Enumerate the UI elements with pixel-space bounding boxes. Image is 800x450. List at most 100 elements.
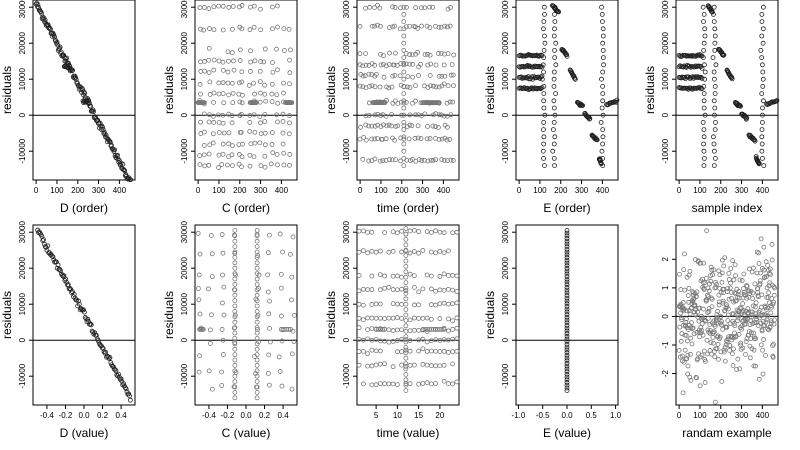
data-point: [407, 338, 413, 343]
data-point: [287, 57, 292, 63]
data-point: [742, 313, 748, 319]
data-point: [360, 228, 366, 234]
data-point: [357, 62, 363, 68]
data-point: [239, 164, 244, 170]
data-point: [564, 361, 570, 366]
data-point: [764, 313, 770, 319]
data-point: [381, 74, 387, 80]
data-point: [365, 250, 371, 256]
data-point: [220, 352, 226, 357]
plot-frame: [194, 0, 298, 181]
data-point: [367, 4, 373, 10]
data-point: [436, 137, 442, 142]
data-point: [454, 289, 460, 294]
data-point: [382, 100, 388, 105]
data-point: [377, 381, 383, 387]
data-point: [407, 381, 413, 387]
data-point: [601, 62, 606, 68]
data-point: [696, 52, 702, 58]
data-point: [91, 109, 96, 115]
data-point: [401, 105, 407, 111]
data-point: [232, 254, 238, 260]
data-point: [263, 98, 269, 104]
x-tick-label: 400: [756, 411, 770, 420]
y-tick-label: -10000: [180, 138, 189, 163]
data-point: [721, 347, 727, 353]
data-point: [553, 40, 559, 46]
data-point: [424, 380, 430, 386]
data-point: [216, 130, 222, 135]
data-point: [703, 318, 709, 324]
data-point: [757, 281, 763, 287]
data-point: [447, 99, 453, 105]
data-point: [394, 273, 400, 279]
data-point: [445, 381, 451, 387]
data-point: [679, 317, 685, 323]
data-point: [373, 249, 379, 255]
data-point: [714, 346, 720, 352]
data-point: [540, 62, 546, 68]
data-point: [236, 80, 242, 86]
data-point: [550, 127, 556, 133]
data-point: [82, 309, 87, 315]
data-point: [733, 273, 738, 279]
data-point: [454, 325, 460, 331]
data-point: [552, 19, 558, 25]
data-point: [102, 350, 108, 356]
data-point: [551, 84, 557, 89]
data-point: [760, 69, 766, 75]
data-point: [760, 26, 766, 32]
data-point: [363, 51, 368, 56]
data-point: [270, 69, 276, 75]
data-point: [759, 134, 765, 140]
data-point: [766, 290, 772, 296]
data-point: [734, 367, 739, 372]
data-point: [369, 363, 375, 369]
data-point: [759, 328, 765, 334]
data-point: [389, 112, 395, 117]
data-point: [768, 320, 774, 326]
data-point: [266, 382, 272, 388]
data-point: [239, 26, 245, 32]
x-axis-label: sample index: [692, 201, 763, 215]
data-point: [206, 162, 212, 168]
y-tick-label: 1: [661, 285, 670, 290]
data-point: [690, 325, 696, 331]
data-point: [403, 99, 409, 105]
data-point: [366, 71, 372, 77]
x-tick-label: 100: [374, 186, 388, 195]
y-tick-label: -10000: [661, 138, 670, 163]
data-point: [420, 315, 426, 321]
data-point: [36, 5, 41, 10]
data-point: [220, 250, 226, 256]
data-point: [394, 301, 400, 307]
data-point: [232, 314, 238, 320]
data-point: [201, 143, 207, 148]
data-point: [725, 286, 731, 291]
data-point: [254, 244, 260, 250]
data-point: [598, 161, 604, 167]
x-tick-label: 400: [596, 186, 610, 195]
data-point: [262, 112, 268, 117]
data-point: [701, 306, 706, 312]
data-point: [254, 287, 260, 293]
data-point: [411, 249, 417, 254]
data-point: [564, 241, 570, 247]
data-point: [254, 276, 260, 282]
data-point: [262, 91, 268, 97]
data-point: [254, 341, 260, 347]
data-point: [454, 229, 460, 235]
data-point: [219, 383, 225, 388]
data-point: [699, 65, 705, 71]
plot-frame: [675, 0, 779, 181]
data-point: [600, 69, 606, 75]
data-point: [276, 354, 282, 360]
data-point: [437, 338, 443, 343]
data-point: [701, 105, 707, 111]
data-point: [731, 346, 736, 352]
data-point: [232, 227, 238, 233]
y-tick-label: 10000: [661, 68, 670, 91]
data-point: [420, 286, 426, 292]
data-point: [265, 272, 271, 278]
data-point: [107, 138, 113, 144]
